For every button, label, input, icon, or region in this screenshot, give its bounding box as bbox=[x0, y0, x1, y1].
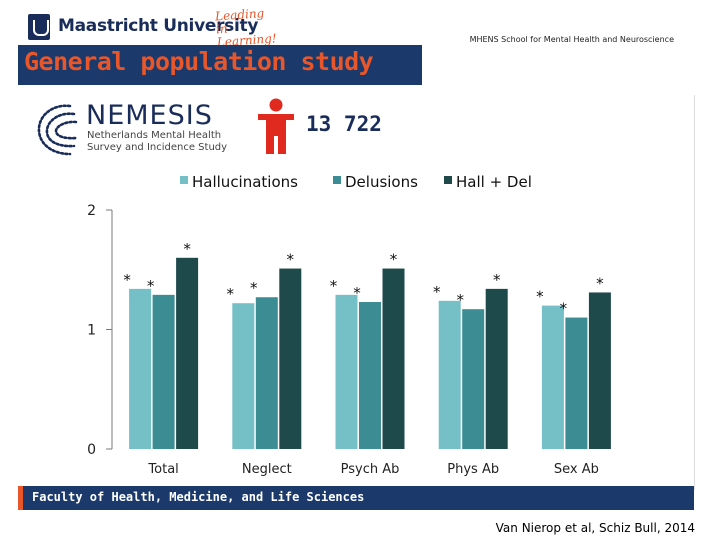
legend-swatch-1 bbox=[180, 176, 188, 184]
bar-neglect-1 bbox=[232, 303, 255, 449]
bar-total-3 bbox=[176, 257, 199, 449]
um-logo-icon bbox=[28, 14, 50, 40]
nemesis-name: NEMESIS bbox=[86, 100, 213, 131]
y-tick-label-0: 0 bbox=[87, 442, 96, 458]
bar-phys-ab-2 bbox=[462, 309, 485, 449]
bar-total-2 bbox=[152, 294, 175, 449]
bar-sex-ab-3 bbox=[588, 292, 611, 449]
significance-marker: * bbox=[433, 283, 441, 301]
slide-title: General population study bbox=[24, 47, 374, 76]
footer-accent bbox=[18, 486, 23, 510]
legend-swatch-2 bbox=[333, 176, 341, 184]
significance-marker: * bbox=[123, 271, 131, 289]
bars: * * * * * * * * * * * * * * * bbox=[123, 240, 611, 449]
significance-marker: * bbox=[353, 284, 361, 302]
nemesis-logo-icon bbox=[37, 104, 78, 156]
slogan: Leading in Learning! bbox=[215, 6, 288, 49]
bar-neglect-3 bbox=[279, 268, 302, 449]
bar-psych-ab-2 bbox=[359, 302, 381, 449]
nemesis-subtitle: Netherlands Mental Health Survey and Inc… bbox=[87, 130, 227, 154]
significance-marker: * bbox=[147, 277, 155, 295]
x-label-1: Total bbox=[147, 462, 178, 477]
bar-sex-ab-2 bbox=[565, 317, 588, 449]
x-label-3: Psych Ab bbox=[341, 462, 400, 477]
x-label-2: Neglect bbox=[242, 462, 292, 477]
significance-marker: * bbox=[560, 300, 568, 318]
university-name: Maastricht University bbox=[58, 16, 259, 36]
y-tick-label-2: 2 bbox=[87, 203, 96, 219]
sample-count: 13 722 bbox=[306, 112, 382, 136]
y-tick-label-1: 1 bbox=[87, 323, 96, 339]
bar-total-1 bbox=[129, 288, 152, 449]
significance-marker: * bbox=[183, 240, 191, 258]
nemesis-subtitle-line-2: Survey and Incidence Study bbox=[87, 142, 228, 153]
footer-bar bbox=[18, 486, 694, 510]
x-label-4: Phys Ab bbox=[447, 462, 499, 477]
x-axis-labels: Total Neglect Psych Ab Phys Ab Sex Ab bbox=[147, 462, 598, 477]
citation: Van Nierop et al, Schiz Bull, 2014 bbox=[495, 521, 695, 535]
bar-psych-ab-3 bbox=[382, 268, 405, 449]
significance-marker: * bbox=[493, 271, 501, 289]
significance-marker: * bbox=[227, 285, 235, 303]
significance-marker: * bbox=[456, 291, 464, 309]
chart-legend: Hallucinations Delusions Hall + Del bbox=[180, 173, 532, 191]
significance-marker: * bbox=[390, 251, 398, 269]
bar-psych-ab-1 bbox=[335, 294, 358, 449]
person-icon bbox=[258, 98, 294, 154]
bar-phys-ab-1 bbox=[438, 300, 461, 449]
legend-label-2: Delusions bbox=[345, 173, 418, 191]
right-divider bbox=[694, 95, 695, 490]
y-axis: 0 1 2 bbox=[87, 203, 113, 458]
bar-sex-ab-1 bbox=[541, 305, 564, 449]
legend-label-1: Hallucinations bbox=[192, 173, 298, 191]
significance-marker: * bbox=[287, 251, 295, 269]
faculty-text: Faculty of Health, Medicine, and Life Sc… bbox=[32, 490, 365, 504]
school-name: MHENS School for Mental Health and Neuro… bbox=[469, 35, 674, 44]
significance-marker: * bbox=[596, 274, 604, 292]
nemesis-subtitle-line-1: Netherlands Mental Health bbox=[87, 130, 222, 141]
significance-marker: * bbox=[536, 288, 544, 306]
legend-label-3: Hall + Del bbox=[456, 173, 532, 191]
bar-phys-ab-3 bbox=[485, 288, 508, 449]
x-label-5: Sex Ab bbox=[554, 462, 599, 477]
significance-marker: * bbox=[330, 277, 338, 295]
title-bar bbox=[18, 45, 422, 85]
bar-neglect-2 bbox=[255, 297, 278, 449]
significance-marker: * bbox=[250, 279, 258, 297]
legend-swatch-3 bbox=[444, 176, 452, 184]
